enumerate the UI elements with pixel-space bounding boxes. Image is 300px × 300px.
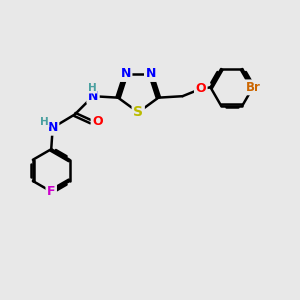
Text: N: N: [47, 121, 58, 134]
Text: N: N: [121, 68, 131, 80]
Text: H: H: [88, 83, 97, 93]
Text: N: N: [88, 90, 98, 103]
Text: O: O: [92, 115, 103, 128]
Text: O: O: [196, 82, 206, 95]
Text: Br: Br: [245, 81, 260, 94]
Text: N: N: [146, 68, 156, 80]
Text: S: S: [133, 105, 143, 119]
Text: F: F: [47, 185, 56, 198]
Text: H: H: [40, 117, 49, 127]
